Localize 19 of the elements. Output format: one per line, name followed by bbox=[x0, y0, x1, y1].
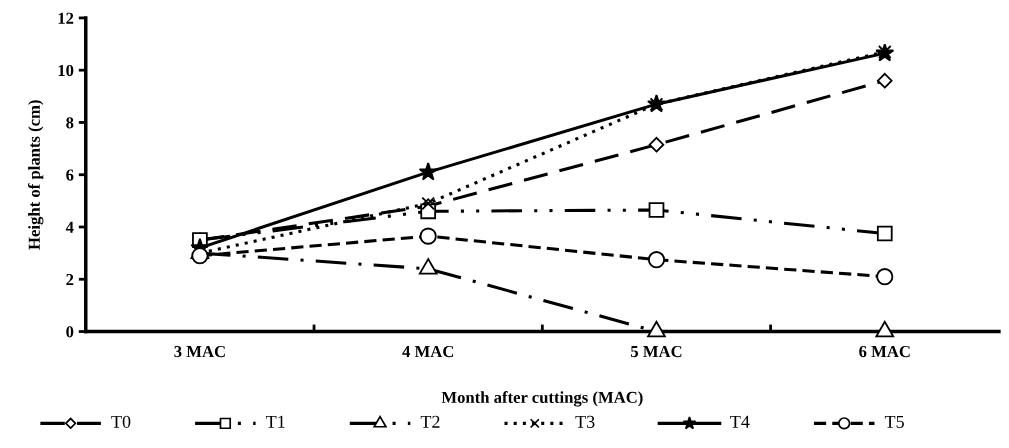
legend-label: T5 bbox=[884, 415, 904, 428]
legend-label: T2 bbox=[420, 415, 440, 428]
x-tick-label: 6 MAC bbox=[859, 345, 910, 358]
legend-label: T1 bbox=[266, 415, 285, 428]
x-tick-label: 3 MAC bbox=[174, 345, 225, 358]
x-tick-label: 5 MAC bbox=[630, 345, 682, 358]
x-axis-title: Month after cuttings (MAC) bbox=[441, 391, 643, 407]
y-tick-label: 10 bbox=[58, 64, 74, 77]
x-tick-label: 4 MAC bbox=[402, 345, 454, 358]
y-tick-label: 6 bbox=[66, 169, 74, 181]
legend-label: T0 bbox=[111, 415, 131, 428]
y-tick-label: 4 bbox=[65, 221, 74, 233]
legend-label: T4 bbox=[730, 415, 750, 428]
y-tick-label: 2 bbox=[66, 274, 74, 286]
legend-label: T3 bbox=[575, 415, 595, 428]
y-tick-label: 12 bbox=[58, 12, 74, 24]
y-tick-label: 0 bbox=[66, 326, 74, 338]
y-tick-label: 8 bbox=[66, 117, 74, 129]
y-axis-title: Height of plants (cm) bbox=[27, 100, 44, 250]
